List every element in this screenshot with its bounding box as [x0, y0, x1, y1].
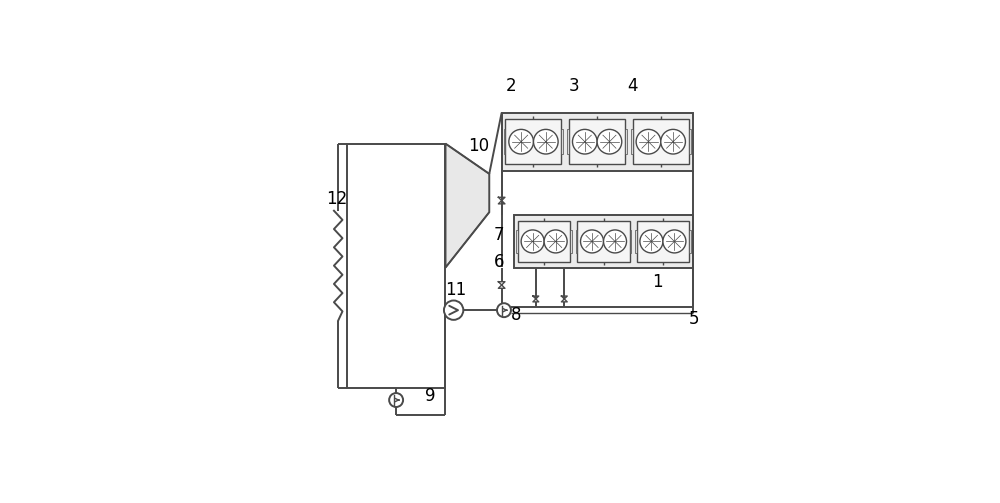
Bar	[502, 113, 693, 171]
Text: 8: 8	[511, 306, 521, 324]
Bar	[347, 144, 445, 388]
Circle shape	[444, 300, 463, 320]
Circle shape	[497, 303, 511, 317]
Text: 2: 2	[506, 77, 516, 95]
Text: 6: 6	[494, 254, 504, 272]
Bar	[516, 230, 518, 253]
Polygon shape	[445, 144, 489, 268]
Circle shape	[509, 129, 533, 154]
Bar	[504, 129, 505, 154]
Bar	[577, 221, 630, 262]
Text: 11: 11	[445, 281, 466, 299]
Text: 4: 4	[627, 77, 637, 95]
Circle shape	[661, 129, 685, 154]
Circle shape	[597, 129, 622, 154]
Bar	[505, 119, 561, 164]
Bar	[576, 230, 577, 253]
Bar	[567, 129, 569, 154]
Bar	[633, 119, 689, 164]
Text: 3: 3	[569, 77, 579, 95]
Bar	[631, 129, 633, 154]
Bar	[569, 119, 625, 164]
Text: 10: 10	[468, 137, 489, 155]
Bar	[561, 129, 563, 154]
Text: 1: 1	[652, 273, 663, 291]
Bar	[630, 230, 631, 253]
Circle shape	[521, 230, 544, 253]
Bar	[689, 230, 691, 253]
Bar	[625, 129, 627, 154]
Circle shape	[604, 230, 627, 253]
Circle shape	[544, 230, 567, 253]
Bar	[637, 221, 689, 262]
Bar	[689, 129, 691, 154]
Circle shape	[389, 393, 403, 407]
Circle shape	[663, 230, 686, 253]
Bar	[518, 221, 570, 262]
Circle shape	[533, 129, 558, 154]
Text: 9: 9	[425, 387, 436, 405]
Bar	[570, 230, 572, 253]
Circle shape	[636, 129, 661, 154]
Bar	[635, 230, 637, 253]
Text: 5: 5	[689, 310, 699, 327]
Text: 7: 7	[494, 226, 504, 244]
Bar	[514, 215, 693, 268]
Circle shape	[581, 230, 604, 253]
Circle shape	[640, 230, 663, 253]
Text: 12: 12	[326, 190, 347, 208]
Circle shape	[572, 129, 597, 154]
